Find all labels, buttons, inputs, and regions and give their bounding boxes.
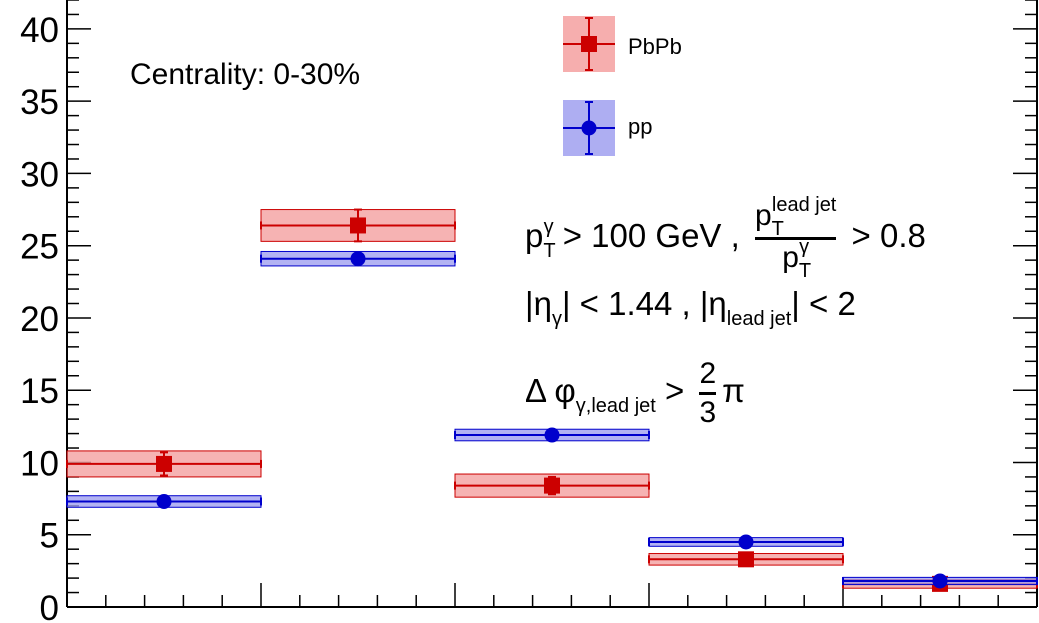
pt-sub: T (543, 240, 556, 263)
y-tick-label: 15 (20, 372, 59, 411)
pp-point (350, 251, 366, 267)
y-tick-label: 20 (20, 300, 59, 339)
legend-pp-marker (581, 120, 597, 136)
pbpb-point (738, 551, 754, 568)
y-tick-label: 10 (20, 444, 59, 483)
y-tick-label: 0 (40, 589, 59, 623)
legend-label-pbpb: PbPb (628, 34, 682, 59)
pt-symbol: p (525, 217, 544, 255)
y-tick-label: 35 (20, 83, 59, 122)
pt-cut-annotation: pTγ > 100 GeV , pTlead jet pTγ > 0.8 (525, 194, 926, 282)
pp-point (156, 493, 172, 509)
ratio-denominator: pTγ (782, 236, 812, 282)
eta-cut-annotation: |ηγ| < 1.44 , |ηlead jet| < 2 (525, 285, 856, 330)
y-tick-label: 30 (20, 155, 59, 194)
pbpb-point (544, 477, 560, 494)
pp-point (932, 573, 948, 589)
pp-point (544, 427, 560, 443)
ratio-fraction: pTlead jet pTγ (754, 194, 837, 282)
pt-cut-value: > 100 GeV , (553, 217, 740, 255)
pt-sup: γ (543, 216, 554, 239)
y-tick-label: 40 (20, 11, 59, 50)
fraction-bar (754, 237, 837, 240)
pbpb-point (156, 455, 172, 472)
y-tick-label: 5 (40, 517, 59, 556)
ratio-value: > 0.8 (851, 217, 926, 255)
legend-label-pp: pp (628, 114, 653, 139)
y-tick-label: 25 (20, 228, 59, 267)
pp-point (738, 534, 754, 550)
legend-pbpb-marker (581, 36, 597, 52)
pbpb-point (350, 217, 366, 234)
centrality-label: Centrality: 0-30% (130, 58, 361, 91)
ratio-numerator: pTlead jet (754, 194, 837, 240)
